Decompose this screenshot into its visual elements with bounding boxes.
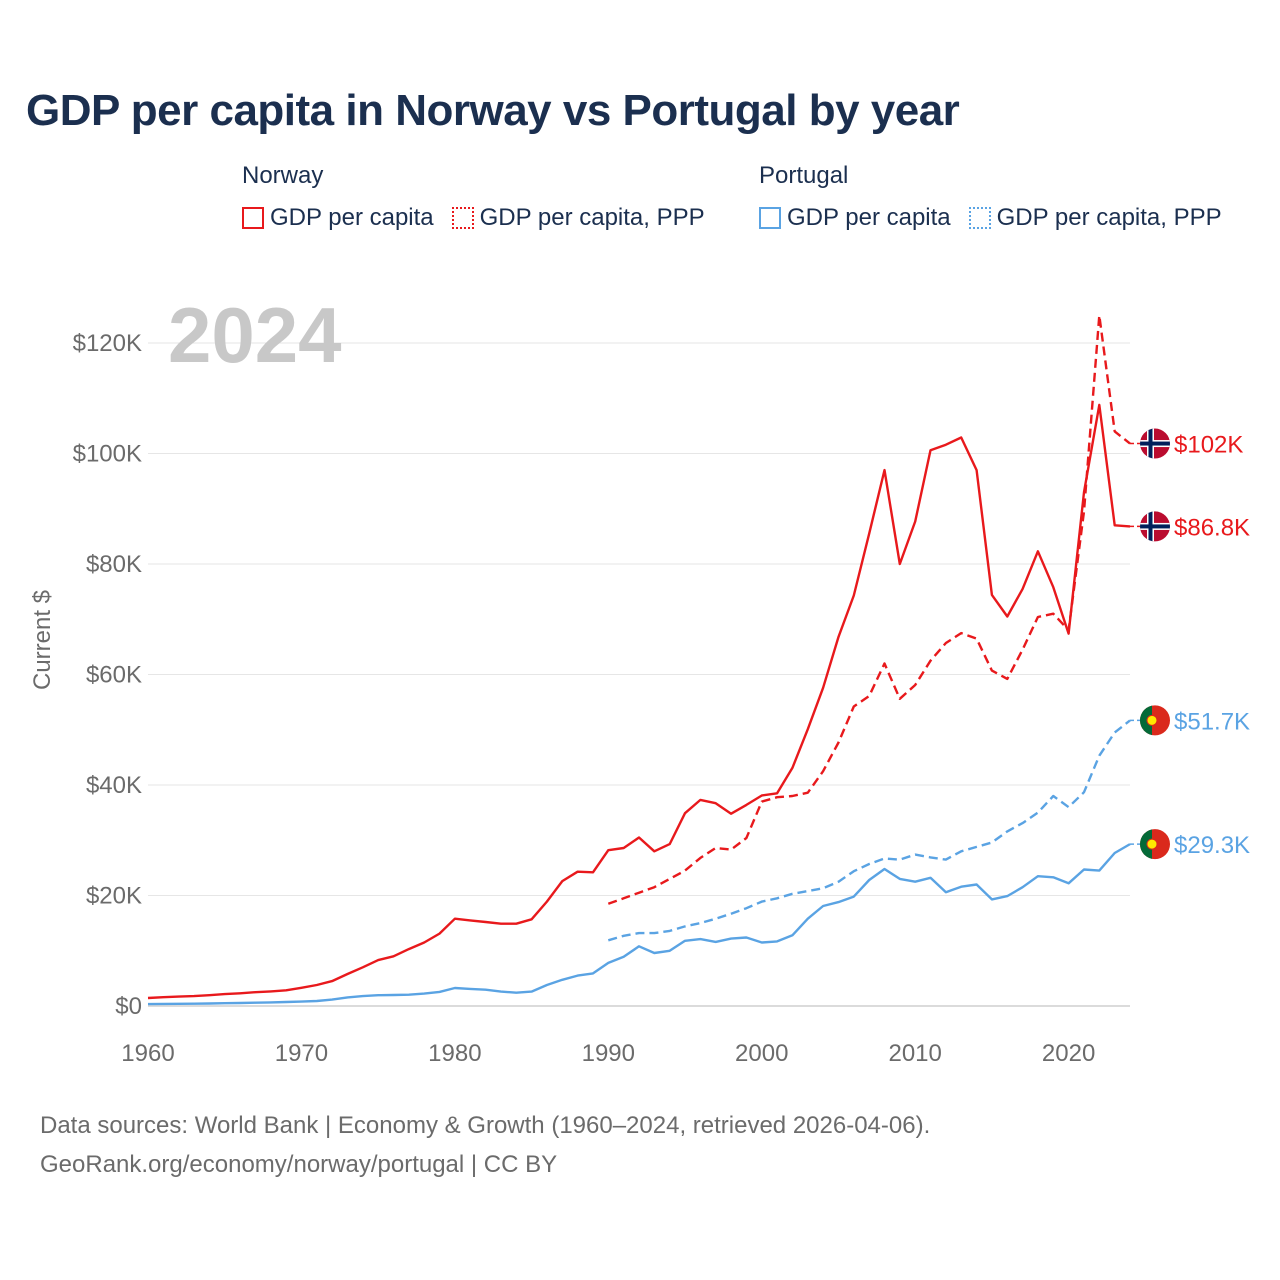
series-line-norway-gdp-per-capita bbox=[147, 403, 1131, 1000]
footer: Data sources: World Bank | Economy & Gro… bbox=[40, 1106, 930, 1184]
legend-portugal-title: Portugal bbox=[759, 162, 849, 189]
portugal-flag-icon bbox=[1140, 829, 1170, 860]
end-value-label: $29.3K bbox=[1174, 832, 1250, 859]
y-tick-label: $20K bbox=[86, 883, 142, 910]
legend-swatch-solid-red bbox=[242, 207, 264, 229]
y-tick-label: $40K bbox=[86, 772, 142, 799]
portugal-flag-icon bbox=[1140, 705, 1170, 736]
norway-flag-icon bbox=[1140, 511, 1170, 542]
x-tick-label: 2000 bbox=[735, 1040, 788, 1067]
footer-url: GeoRank.org/economy/norway/portugal | CC… bbox=[40, 1151, 558, 1178]
x-tick-label: 1980 bbox=[428, 1040, 481, 1067]
year-watermark: 2024 bbox=[168, 291, 342, 379]
legend-norway-gdp[interactable]: GDP per capita bbox=[242, 204, 434, 232]
series bbox=[147, 314, 1131, 1006]
legend-portugal: Portugal GDP per capita GDP per capita, … bbox=[759, 162, 1222, 232]
legend-swatch-dotted-red bbox=[451, 207, 474, 229]
norway-flag-icon bbox=[1140, 428, 1170, 459]
end-value-label: $86.8K bbox=[1174, 514, 1250, 541]
legend-norway: Norway GDP per capita GDP per capita, PP… bbox=[242, 162, 705, 232]
y-tick-label: $80K bbox=[86, 551, 142, 578]
legend-swatch-dotted-blue bbox=[968, 207, 991, 229]
legend-portugal-gdp-label: GDP per capita bbox=[787, 204, 951, 231]
y-tick-label: $0 bbox=[115, 993, 142, 1020]
endpoints: $86.8K $102K $29.3K $51.7K bbox=[1130, 428, 1250, 860]
x-tick-label: 2010 bbox=[888, 1040, 941, 1067]
x-tick-label: 1990 bbox=[582, 1040, 635, 1067]
y-tick-label: $60K bbox=[86, 662, 142, 689]
chart-title: GDP per capita in Norway vs Portugal by … bbox=[26, 86, 960, 135]
legend-portugal-ppp[interactable]: GDP per capita, PPP bbox=[968, 204, 1222, 232]
legend-norway-ppp[interactable]: GDP per capita, PPP bbox=[451, 204, 705, 232]
series-line-norway-gdp-per-capita-ppp bbox=[607, 314, 1131, 905]
legend-portugal-ppp-label: GDP per capita, PPP bbox=[996, 204, 1222, 231]
legend-norway-ppp-label: GDP per capita, PPP bbox=[479, 204, 705, 231]
legend-norway-gdp-label: GDP per capita bbox=[270, 204, 434, 231]
y-tick-label: $120K bbox=[73, 330, 142, 357]
end-value-label: $51.7K bbox=[1174, 708, 1250, 735]
x-tick-label: 1970 bbox=[275, 1040, 328, 1067]
x-tick-label: 1960 bbox=[121, 1040, 174, 1067]
legend-norway-title: Norway bbox=[242, 162, 324, 189]
grid bbox=[148, 342, 1130, 1007]
axes: $0 $20K $40K $60K $80K $100K $120K 1960 1970 1980… bbox=[73, 330, 1096, 1067]
y-axis-label: Current $ bbox=[29, 590, 56, 690]
end-value-label: $102K bbox=[1174, 432, 1243, 459]
legend-swatch-solid-blue bbox=[759, 207, 781, 229]
x-tick-label: 2020 bbox=[1042, 1040, 1095, 1067]
y-tick-label: $100K bbox=[73, 441, 142, 468]
series-line-portugal-gdp-per-capita bbox=[147, 843, 1131, 1006]
footer-sources: Data sources: World Bank | Economy & Gro… bbox=[40, 1112, 931, 1139]
series-line-portugal-gdp-per-capita-ppp bbox=[607, 719, 1131, 942]
legend-portugal-gdp[interactable]: GDP per capita bbox=[759, 204, 951, 232]
